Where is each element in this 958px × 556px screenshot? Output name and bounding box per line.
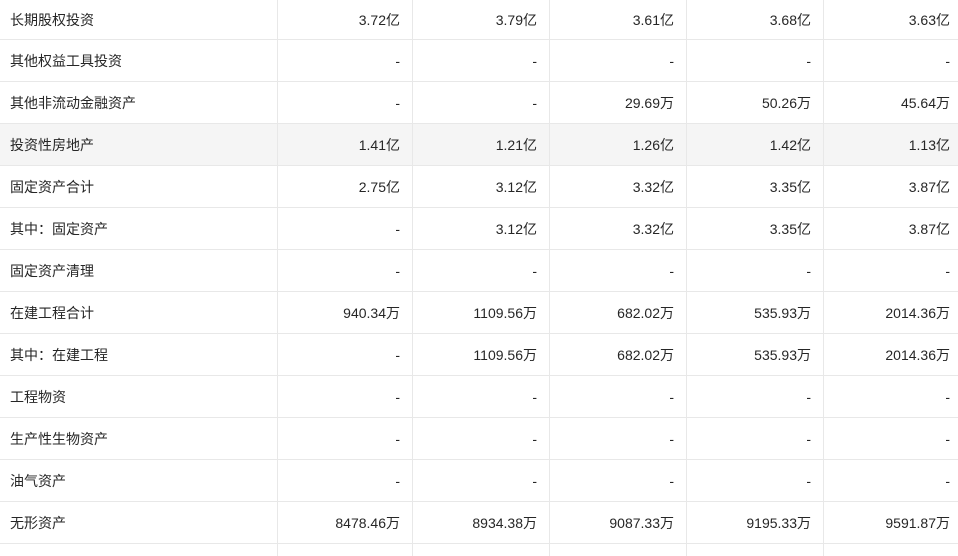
- row-value: 1.13亿: [908, 136, 950, 153]
- row-value: -: [413, 460, 550, 501]
- row-value: -: [413, 418, 550, 459]
- row-value: 1.41亿: [278, 124, 413, 165]
- row-value: -: [550, 376, 687, 417]
- row-value: 3.35亿: [687, 166, 824, 207]
- row-value: -: [278, 250, 413, 291]
- row-value: -: [945, 52, 950, 69]
- row-value: -: [945, 472, 950, 489]
- row-value: 9087.33万: [550, 502, 687, 543]
- row-value: -: [278, 376, 413, 417]
- table-row[interactable]: 生产性生物资产 - - - - -: [0, 418, 958, 460]
- row-value: -: [687, 40, 824, 81]
- row-value: -: [687, 460, 824, 501]
- table-row[interactable]: 油气资产 - - - - -: [0, 460, 958, 502]
- row-value: 682.02万: [550, 292, 687, 333]
- row-value: 8934.38万: [413, 502, 550, 543]
- row-value: 3.72亿: [278, 0, 413, 39]
- table-row[interactable]: 其中：固定资产 - 3.12亿 3.32亿 3.35亿 3.87亿: [0, 208, 958, 250]
- row-label: 投资性房地产: [0, 124, 278, 165]
- table-row[interactable]: 固定资产清理 - - - - -: [0, 250, 958, 292]
- row-value: 3.35亿: [687, 208, 824, 249]
- row-value: [824, 544, 958, 556]
- row-label: 无形资产: [0, 502, 278, 543]
- row-value: -: [413, 376, 550, 417]
- row-label: 工程物资: [0, 376, 278, 417]
- row-value: -: [413, 82, 550, 123]
- row-value: 3.32亿: [550, 166, 687, 207]
- row-value: [413, 544, 550, 556]
- row-value: -: [278, 418, 413, 459]
- table-row[interactable]: 其他权益工具投资 - - - - -: [0, 40, 958, 82]
- row-label: 其中：在建工程: [0, 334, 278, 375]
- row-value: 3.87亿: [908, 220, 950, 237]
- row-value: [687, 544, 824, 556]
- table-row[interactable]: 无形资产 8478.46万 8934.38万 9087.33万 9195.33万…: [0, 502, 958, 544]
- row-value: 535.93万: [687, 334, 824, 375]
- row-value: 3.12亿: [413, 208, 550, 249]
- row-value: 50.26万: [687, 82, 824, 123]
- table-row[interactable]: 工程物资 - - - - -: [0, 376, 958, 418]
- row-value: -: [687, 418, 824, 459]
- row-value: 3.79亿: [413, 0, 550, 39]
- row-label: 固定资产清理: [0, 250, 278, 291]
- table-row[interactable]: 长期股权投资 3.72亿 3.79亿 3.61亿 3.68亿 3.63亿: [0, 0, 958, 40]
- table-row[interactable]: 其中：在建工程 - 1109.56万 682.02万 535.93万 2014.…: [0, 334, 958, 376]
- row-value: -: [413, 250, 550, 291]
- row-value: -: [278, 460, 413, 501]
- table-row[interactable]: 在建工程合计 940.34万 1109.56万 682.02万 535.93万 …: [0, 292, 958, 334]
- table-row[interactable]: 投资性房地产 1.41亿 1.21亿 1.26亿 1.42亿 1.13亿: [0, 124, 958, 166]
- row-value: -: [550, 418, 687, 459]
- row-value: 2.75亿: [278, 166, 413, 207]
- row-value: 940.34万: [278, 292, 413, 333]
- row-label: 生产性生物资产: [0, 418, 278, 459]
- row-label: 在建工程合计: [0, 292, 278, 333]
- row-value: -: [550, 460, 687, 501]
- row-value: 45.64万: [900, 94, 950, 111]
- row-label: 其他权益工具投资: [0, 40, 278, 81]
- row-value: 29.69万: [550, 82, 687, 123]
- row-value: 8478.46万: [278, 502, 413, 543]
- row-value: -: [945, 388, 950, 405]
- table-row[interactable]: [0, 544, 958, 556]
- row-value: -: [550, 250, 687, 291]
- row-value: 3.63亿: [908, 11, 950, 28]
- row-label: 其中：固定资产: [0, 208, 278, 249]
- row-value: 1109.56万: [413, 292, 550, 333]
- row-value: 3.68亿: [687, 0, 824, 39]
- table-row[interactable]: 其他非流动金融资产 - - 29.69万 50.26万 45.64万: [0, 82, 958, 124]
- row-value: -: [278, 334, 413, 375]
- row-value: -: [278, 208, 413, 249]
- row-value: [550, 544, 687, 556]
- row-label: 固定资产合计: [0, 166, 278, 207]
- row-value: -: [550, 40, 687, 81]
- row-value: 682.02万: [550, 334, 687, 375]
- row-label: [0, 544, 278, 556]
- row-value: 2014.36万: [885, 346, 950, 363]
- row-value: 535.93万: [687, 292, 824, 333]
- row-value: 9591.87万: [885, 514, 950, 531]
- row-value: 2014.36万: [885, 304, 950, 321]
- row-value: 1.26亿: [550, 124, 687, 165]
- row-value: 3.61亿: [550, 0, 687, 39]
- row-value: -: [945, 262, 950, 279]
- row-value: 1.42亿: [687, 124, 824, 165]
- row-label: 其他非流动金融资产: [0, 82, 278, 123]
- row-value: -: [278, 82, 413, 123]
- row-label: 长期股权投资: [0, 0, 278, 39]
- row-value: 9195.33万: [687, 502, 824, 543]
- row-value: -: [278, 40, 413, 81]
- row-label: 油气资产: [0, 460, 278, 501]
- row-value: -: [945, 430, 950, 447]
- row-value: 1109.56万: [413, 334, 550, 375]
- row-value: 3.87亿: [908, 178, 950, 195]
- table-row[interactable]: 固定资产合计 2.75亿 3.12亿 3.32亿 3.35亿 3.87亿: [0, 166, 958, 208]
- row-value: 1.21亿: [413, 124, 550, 165]
- row-value: -: [413, 40, 550, 81]
- row-value: 3.12亿: [413, 166, 550, 207]
- row-value: 3.32亿: [550, 208, 687, 249]
- row-value: -: [687, 376, 824, 417]
- row-value: -: [687, 250, 824, 291]
- row-value: [278, 544, 413, 556]
